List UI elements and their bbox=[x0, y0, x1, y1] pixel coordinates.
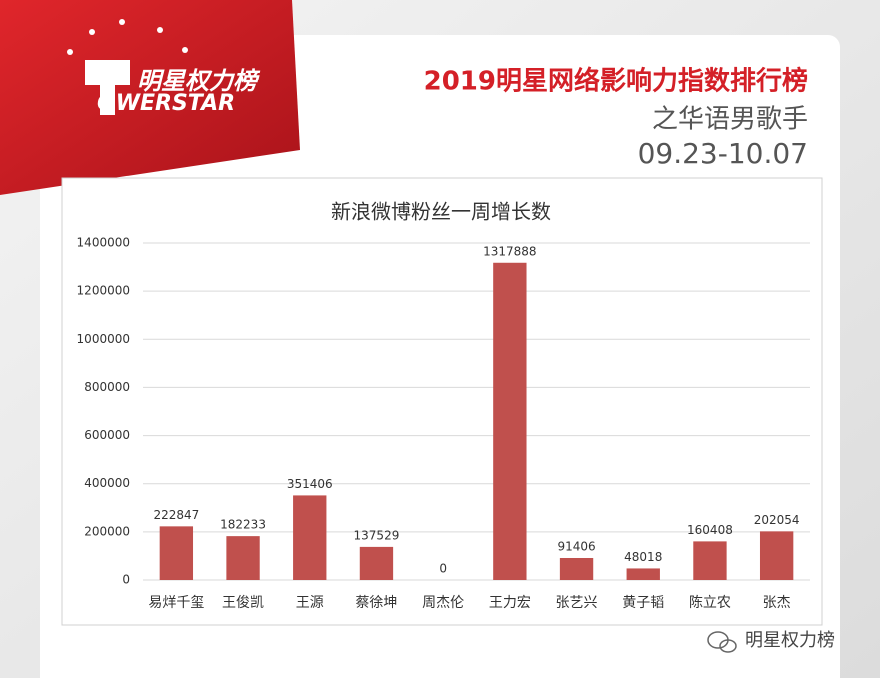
value-label: 202054 bbox=[754, 513, 800, 527]
y-tick-label: 1400000 bbox=[77, 236, 130, 250]
x-tick-label: 蔡徐坤 bbox=[355, 595, 397, 611]
x-tick-label: 张杰 bbox=[763, 595, 791, 611]
value-label: 137529 bbox=[354, 528, 400, 542]
y-tick-label: 1200000 bbox=[77, 284, 130, 298]
logo-stars bbox=[67, 19, 188, 55]
x-tick-label: 陈立农 bbox=[689, 594, 731, 611]
watermark-text: 明星权力榜 bbox=[745, 630, 835, 651]
value-label: 1317888 bbox=[483, 244, 536, 258]
y-tick-label: 0 bbox=[122, 573, 130, 587]
y-tick-label: 1000000 bbox=[77, 332, 130, 346]
bar bbox=[693, 541, 727, 580]
value-label: 222847 bbox=[153, 508, 199, 522]
bar bbox=[293, 495, 327, 580]
logo-banner bbox=[0, 0, 300, 195]
bar bbox=[159, 526, 194, 580]
header-period: 09.23-10.07 bbox=[638, 137, 808, 170]
bar bbox=[226, 536, 260, 580]
y-tick-label: 400000 bbox=[84, 476, 130, 490]
y-tick-label: 600000 bbox=[84, 428, 130, 442]
x-tick-label: 周杰伦 bbox=[422, 595, 464, 611]
value-label: 351406 bbox=[287, 477, 333, 491]
bar bbox=[759, 531, 794, 580]
chart-title: 新浪微博粉丝一周增长数 bbox=[331, 200, 551, 224]
bar bbox=[626, 568, 660, 580]
value-label: 48018 bbox=[624, 550, 662, 564]
bar bbox=[493, 262, 527, 580]
x-tick-label: 黄子韬 bbox=[622, 594, 664, 611]
y-tick-label: 800000 bbox=[84, 380, 130, 394]
bar bbox=[559, 557, 594, 580]
value-label: 160408 bbox=[687, 523, 733, 537]
x-tick-label: 王力宏 bbox=[489, 595, 531, 611]
logo-p-mark bbox=[85, 60, 130, 115]
x-tick-label: 王俊凯 bbox=[222, 595, 264, 611]
x-tick-label: 王源 bbox=[296, 595, 324, 611]
logo-wordmark: OWERSTAR bbox=[97, 91, 235, 116]
header-title: 2019明星网络影响力指数排行榜 bbox=[424, 66, 808, 97]
header-subtitle: 之华语男歌手 bbox=[652, 105, 808, 135]
value-label: 0 bbox=[439, 562, 447, 576]
watermark bbox=[707, 631, 737, 653]
x-tick-label: 易烊千玺 bbox=[148, 595, 204, 611]
x-tick-label: 张艺兴 bbox=[556, 595, 598, 611]
y-tick-label: 200000 bbox=[84, 524, 130, 538]
bar bbox=[359, 546, 394, 580]
value-label: 182233 bbox=[220, 518, 266, 532]
logo-name: 明星权力榜 bbox=[137, 67, 261, 95]
value-label: 91406 bbox=[557, 539, 595, 553]
